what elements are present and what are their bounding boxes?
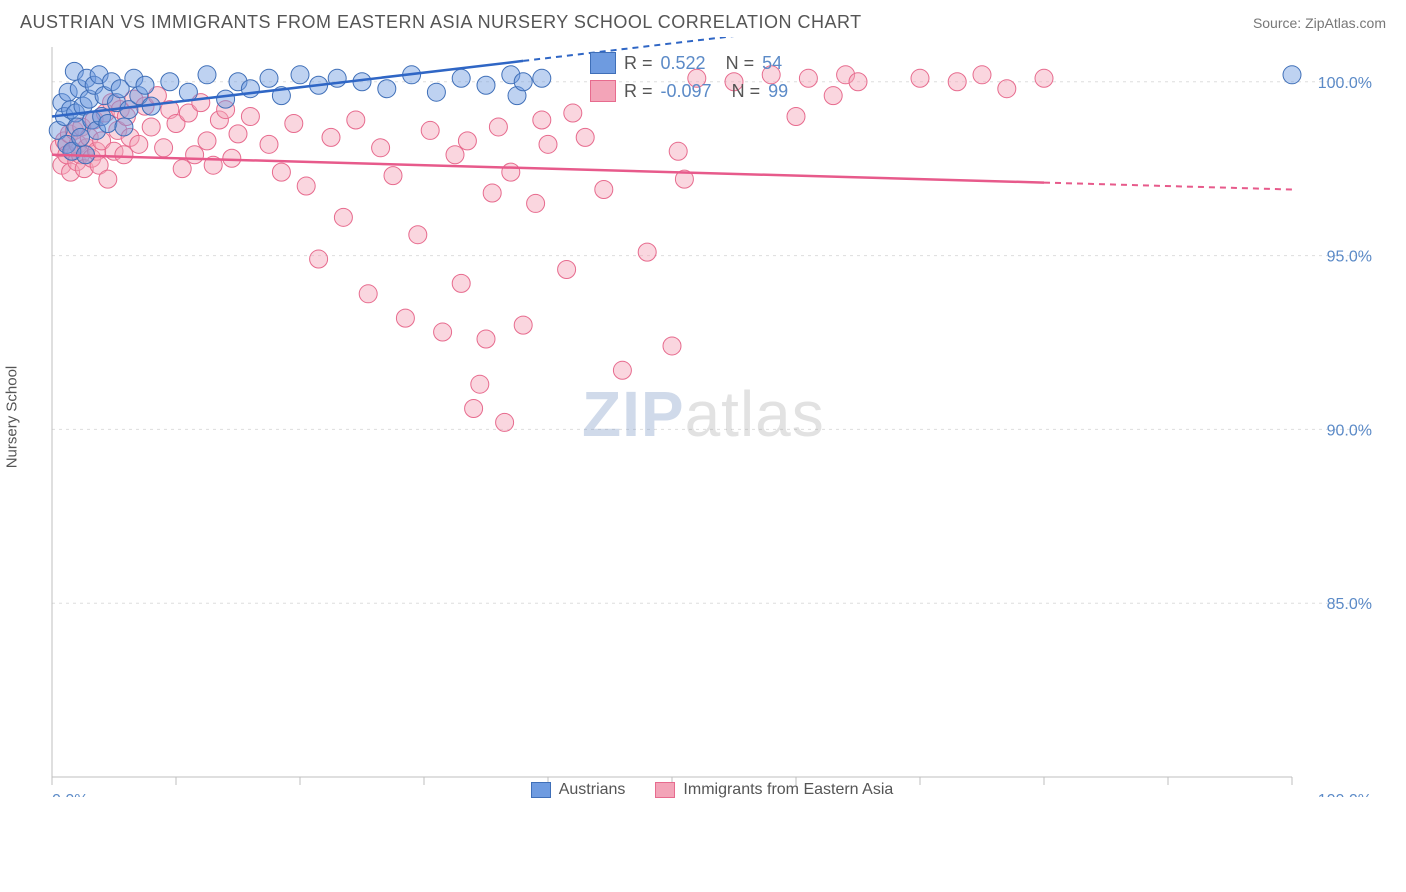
stats-legend: R = 0.522 N = 54 R = -0.097 N = 99 [590, 49, 788, 105]
legend-label-pink: Immigrants from Eastern Asia [683, 781, 893, 799]
svg-text:90.0%: 90.0% [1327, 422, 1372, 439]
chart-title: AUSTRIAN VS IMMIGRANTS FROM EASTERN ASIA… [20, 12, 862, 33]
stats-r-label: R = [624, 53, 653, 74]
legend-bottom: Austrians Immigrants from Eastern Asia [42, 781, 1382, 799]
legend-swatch-pink [655, 782, 675, 798]
legend-item-pink: Immigrants from Eastern Asia [655, 781, 893, 799]
plot-area: Nursery School 85.0%90.0%95.0%100.0%0.0%… [42, 37, 1382, 797]
stats-n-pink: 99 [768, 81, 788, 102]
stats-r-label: R = [624, 81, 653, 102]
stats-n-label: N = [726, 53, 755, 74]
scatter-chart: 85.0%90.0%95.0%100.0%0.0%100.0% [42, 37, 1382, 797]
stats-r-blue: 0.522 [661, 53, 706, 74]
source-label: Source: ZipAtlas.com [1253, 15, 1386, 31]
svg-text:95.0%: 95.0% [1327, 249, 1372, 266]
legend-item-blue: Austrians [531, 781, 626, 799]
stats-r-pink: -0.097 [661, 81, 712, 102]
stats-row-pink: R = -0.097 N = 99 [590, 77, 788, 105]
svg-text:100.0%: 100.0% [1318, 75, 1372, 92]
svg-text:85.0%: 85.0% [1327, 596, 1372, 613]
stats-row-blue: R = 0.522 N = 54 [590, 49, 788, 77]
stats-n-label: N = [732, 81, 761, 102]
swatch-blue [590, 52, 616, 74]
swatch-pink [590, 80, 616, 102]
y-axis-label: Nursery School [4, 366, 21, 469]
stats-n-blue: 54 [762, 53, 782, 74]
legend-swatch-blue [531, 782, 551, 798]
title-row: AUSTRIAN VS IMMIGRANTS FROM EASTERN ASIA… [0, 0, 1406, 37]
legend-label-blue: Austrians [559, 781, 626, 799]
